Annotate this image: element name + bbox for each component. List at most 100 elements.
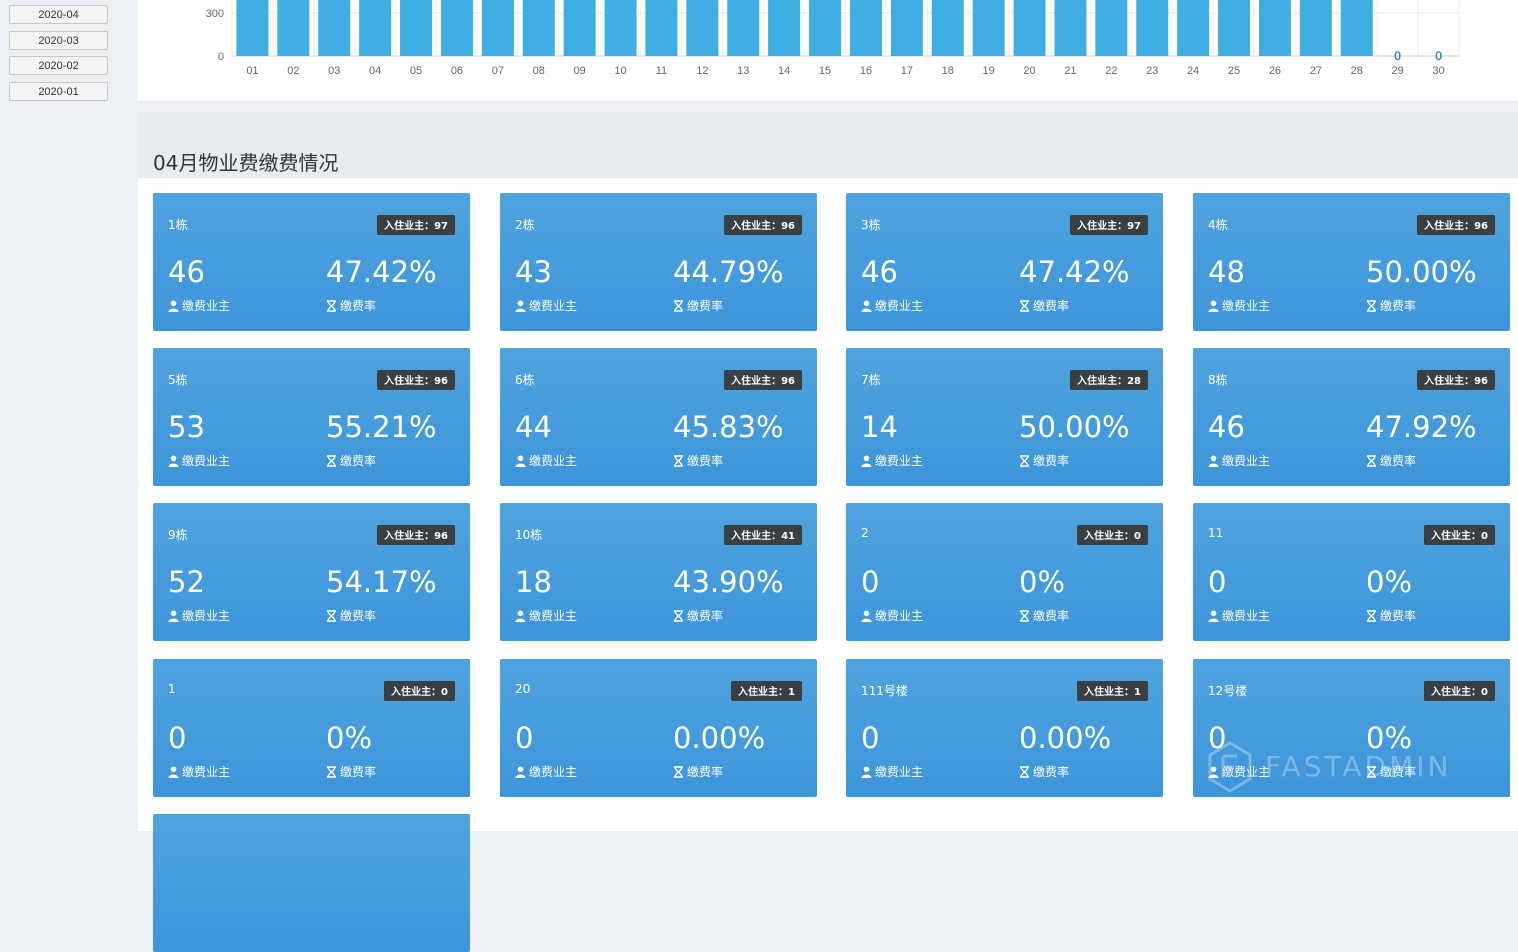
payment-rate-label: 缴费率 — [1366, 297, 1416, 314]
bar-day-23 — [1136, 0, 1169, 56]
building-card: 1 入住业主：0 0 0% 缴费业主 缴费率 — [153, 659, 470, 797]
payment-rate: 43.90% — [673, 565, 784, 599]
payment-rate-label-text: 缴费率 — [1380, 454, 1417, 468]
building-card: 7栋 入住业主：28 14 50.00% 缴费业主 缴费率 — [846, 348, 1163, 486]
payment-rate: 47.92% — [1366, 410, 1477, 444]
payment-rate-label: 缴费率 — [1366, 607, 1416, 624]
x-tick-label: 21 — [1064, 65, 1076, 77]
building-name: 10栋 — [515, 528, 543, 542]
x-tick-label: 03 — [328, 65, 340, 77]
payment-rate: 50.00% — [1366, 255, 1477, 289]
paid-owners-count: 44 — [515, 410, 552, 444]
paid-owners-count: 0 — [1208, 565, 1227, 599]
paid-owners-label: 缴费业主 — [515, 452, 577, 469]
building-card: 20 入住业主：1 0 0.00% 缴费业主 缴费率 — [500, 659, 817, 797]
sidebar: 2020-04 2020-03 2020-02 2020-01 — [0, 0, 138, 831]
bar-day-19 — [972, 0, 1005, 57]
paid-owners-count: 0 — [168, 721, 187, 755]
hourglass-icon — [327, 765, 336, 778]
bar-day-21 — [1054, 0, 1087, 56]
paid-owners-count: 0 — [861, 721, 880, 755]
payment-rate-label-text: 缴费率 — [1033, 299, 1070, 313]
occupied-owners-badge: 入住业主：1 — [731, 681, 802, 701]
payment-rate: 45.83% — [673, 410, 784, 444]
building-card: 2 入住业主：0 0 0% 缴费业主 缴费率 — [846, 503, 1163, 641]
building-card: 1栋 入住业主：97 46 47.42% 缴费业主 缴费率 — [153, 193, 470, 331]
occupied-owners-badge: 入住业主：0 — [1424, 525, 1495, 545]
bar-day-28 — [1340, 0, 1373, 57]
paid-owners-count: 0 — [515, 721, 534, 755]
occupied-owners-badge: 入住业主：96 — [724, 370, 802, 390]
bar-day-04 — [359, 0, 392, 56]
paid-owners-label: 缴费业主 — [168, 297, 230, 314]
user-icon — [515, 300, 526, 312]
payment-rate-label-text: 缴费率 — [1033, 454, 1070, 468]
payment-rate: 47.42% — [326, 255, 437, 289]
x-tick-label: 17 — [901, 65, 913, 77]
month-button-2020-04[interactable]: 2020-04 — [9, 5, 108, 24]
x-tick-label: 04 — [369, 65, 381, 77]
user-icon — [861, 455, 872, 467]
x-tick-label: 28 — [1351, 65, 1363, 77]
hourglass-icon — [327, 299, 336, 312]
payment-rate-label: 缴费率 — [673, 452, 723, 469]
month-button-2020-02[interactable]: 2020-02 — [9, 56, 108, 75]
payment-rate-label: 缴费率 — [326, 607, 376, 624]
hourglass-icon — [674, 609, 683, 622]
payment-rate-label: 缴费率 — [673, 763, 723, 780]
x-tick-label: 02 — [287, 65, 299, 77]
hourglass-icon — [1367, 609, 1376, 622]
bar-day-01 — [236, 0, 269, 57]
building-card: 4栋 入住业主：96 48 50.00% 缴费业主 缴费率 — [1193, 193, 1510, 331]
occupied-owners-badge: 入住业主：0 — [1077, 525, 1148, 545]
bar-day-16 — [849, 0, 882, 56]
occupied-owners-badge: 入住业主：97 — [377, 215, 455, 235]
bar-day-10 — [604, 0, 637, 56]
bar-data-label: 0 — [1394, 49, 1401, 63]
payment-rate-label-text: 缴费率 — [340, 454, 377, 468]
payment-rate: 0% — [1366, 721, 1413, 755]
hourglass-icon — [674, 765, 683, 778]
bar-day-20 — [1013, 0, 1046, 56]
building-card: 3栋 入住业主：97 46 47.42% 缴费业主 缴费率 — [846, 193, 1163, 331]
user-icon — [168, 455, 179, 467]
building-card: 8栋 入住业主：96 46 47.92% 缴费业主 缴费率 — [1193, 348, 1510, 486]
x-tick-label: 01 — [246, 65, 258, 77]
x-tick-label: 29 — [1392, 65, 1404, 77]
x-tick-label: 06 — [451, 65, 463, 77]
hourglass-icon — [1367, 299, 1376, 312]
x-tick-label: 10 — [614, 65, 626, 77]
hourglass-icon — [1020, 765, 1029, 778]
payment-rate: 0.00% — [1019, 721, 1112, 755]
bar-day-11 — [645, 0, 678, 56]
paid-owners-label: 缴费业主 — [1208, 763, 1270, 780]
occupied-owners-badge: 入住业主：96 — [1417, 370, 1495, 390]
payment-rate-label-text: 缴费率 — [687, 454, 724, 468]
month-button-2020-01[interactable]: 2020-01 — [9, 82, 108, 101]
occupied-owners-badge: 入住业主：96 — [377, 370, 455, 390]
building-name: 7栋 — [861, 373, 881, 387]
hourglass-icon — [674, 454, 683, 467]
paid-owners-label-text: 缴费业主 — [182, 299, 231, 313]
paid-owners-count: 14 — [861, 410, 898, 444]
hourglass-icon — [1020, 299, 1029, 312]
x-tick-label: 16 — [860, 65, 872, 77]
bar-day-08 — [522, 0, 555, 56]
x-tick-label: 08 — [533, 65, 545, 77]
payment-rate-label: 缴费率 — [326, 763, 376, 780]
payment-rate-label: 缴费率 — [1019, 452, 1069, 469]
payment-rate-label: 缴费率 — [673, 607, 723, 624]
user-icon — [1208, 766, 1219, 778]
bar-day-07 — [481, 0, 514, 57]
building-card: 10栋 入住业主：41 18 43.90% 缴费业主 缴费率 — [500, 503, 817, 641]
payment-rate: 0% — [1366, 565, 1413, 599]
payment-rate: 0% — [326, 721, 373, 755]
payment-rate-label-text: 缴费率 — [340, 765, 377, 779]
x-tick-label: 13 — [737, 65, 749, 77]
building-card — [153, 814, 470, 952]
month-button-2020-03[interactable]: 2020-03 — [9, 31, 108, 50]
building-card: 2栋 入住业主：96 43 44.79% 缴费业主 缴费率 — [500, 193, 817, 331]
x-tick-label: 20 — [1023, 65, 1035, 77]
building-name: 11 — [1208, 526, 1224, 540]
payment-rate: 44.79% — [673, 255, 784, 289]
